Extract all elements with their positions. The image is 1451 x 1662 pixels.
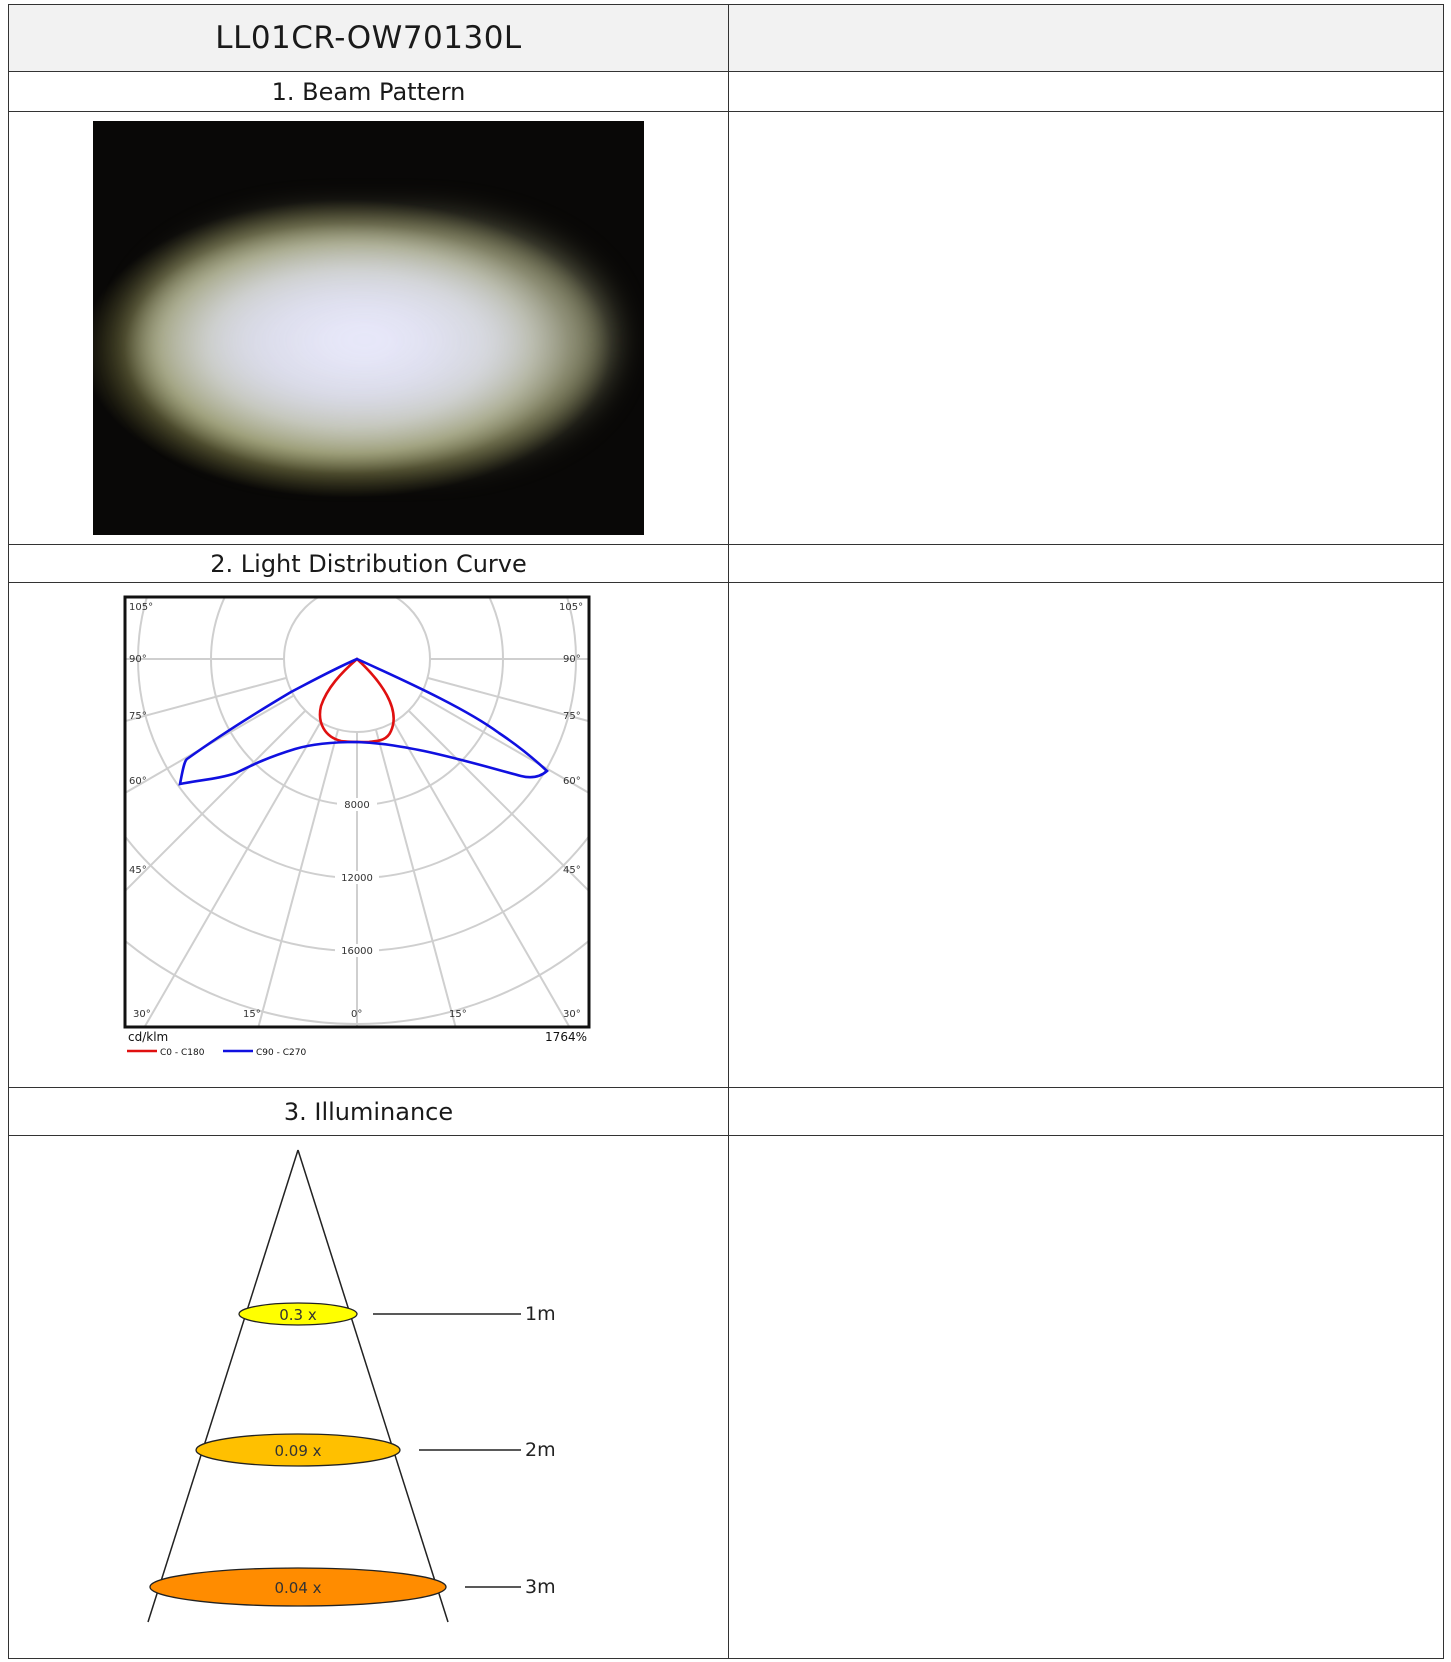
right-empty-cell (728, 111, 1444, 545)
radial-tick-label: 12000 (341, 873, 373, 884)
cone-edge-right (297, 1149, 449, 1623)
model-title-cell: LL01CR-OW70130L (8, 4, 729, 72)
angle-label-right: 105° (559, 602, 583, 613)
grid-spoke (374, 729, 457, 1027)
grid-spoke (419, 694, 589, 795)
angle-label-right: 45° (563, 865, 581, 876)
beam-pattern-image (93, 121, 644, 535)
illuminance-disc-3m (149, 1567, 447, 1607)
grid-ring (124, 834, 589, 952)
distribution-curve-cell: 105° 90° 75° 60° 45° 30° 15° 0° 15° 30° … (8, 582, 729, 1088)
legend-label-c0-c180: C0 - C180 (160, 1048, 205, 1058)
distribution-heading-cell: 2. Light Distribution Curve (8, 544, 729, 583)
right-empty-cell (728, 582, 1444, 1088)
angle-label-left: 75° (129, 711, 147, 722)
illuminance-value-1m: 0.3 x (279, 1306, 317, 1324)
grid-spoke (124, 676, 287, 723)
distribution-heading: 2. Light Distribution Curve (210, 549, 527, 578)
grid-spoke (256, 729, 339, 1027)
radial-tick-label: 8000 (344, 800, 369, 811)
distance-label-1m: 1m (525, 1303, 556, 1325)
beam-pattern-heading-cell: 1. Beam Pattern (8, 71, 729, 112)
grid-ring (282, 597, 431, 733)
illuminance-cell: 0.3 x 1m 0.09 x 2m 0.04 x 3m (8, 1135, 729, 1659)
right-empty-cell (728, 71, 1444, 112)
unit-label: cd/klm (128, 1030, 168, 1044)
spec-table: LL01CR-OW70130L 1. Beam Pattern 2. Light… (8, 4, 1444, 1659)
grid-spoke (392, 721, 571, 1027)
beam-light-spot (137, 220, 611, 461)
radial-tick-label: 16000 (341, 946, 373, 957)
angle-label-left: 90° (129, 654, 147, 665)
grid-spokes (124, 658, 589, 1027)
beam-pattern-heading: 1. Beam Pattern (271, 77, 466, 106)
angle-label-right: 60° (563, 776, 581, 787)
angle-label-right: 90° (563, 654, 581, 665)
series-c90-c270-curve (177, 657, 549, 786)
illuminance-disc-2m (195, 1433, 401, 1467)
chart-frame (123, 595, 590, 1029)
illuminance-heading-cell: 3. Illuminance (8, 1087, 729, 1136)
grid-spoke (142, 721, 321, 1027)
angle-label-right: 30° (563, 1009, 581, 1020)
tick-label-bg (336, 798, 377, 811)
legend-label-c90-c270: C90 - C270 (256, 1048, 306, 1058)
angle-label-right: 75° (563, 711, 581, 722)
spec-sheet: LL01CR-OW70130L 1. Beam Pattern 2. Light… (8, 4, 1444, 1659)
radial-tick-labels: 8000 12000 16000 (334, 798, 379, 957)
tick-label-bg (334, 944, 379, 957)
right-empty-cell (728, 544, 1444, 583)
illuminance-disc-1m (238, 1302, 358, 1326)
right-title-cell (728, 4, 1444, 72)
right-empty-cell (728, 1087, 1444, 1136)
illuminance-value-3m: 0.04 x (274, 1579, 321, 1597)
distance-label-3m: 3m (525, 1576, 556, 1598)
beam-pattern-cell (8, 111, 729, 545)
efficiency-label: 1764% (545, 1030, 587, 1044)
tick-label-bg (334, 871, 379, 884)
angle-label-bottom: 0° (351, 1009, 362, 1020)
polar-chart-svg: 105° 90° 75° 60° 45° 30° 15° 0° 15° 30° … (123, 595, 590, 1058)
grid-spoke (407, 709, 589, 893)
polar-chart: 105° 90° 75° 60° 45° 30° 15° 0° 15° 30° … (119, 591, 619, 1079)
angle-label-left: 15° (243, 1009, 261, 1020)
grid-spoke (124, 694, 294, 795)
distance-label-2m: 2m (525, 1439, 556, 1461)
cone-edge-left (147, 1149, 299, 1623)
illuminance-heading: 3. Illuminance (283, 1097, 454, 1126)
angle-label-left: 105° (129, 602, 153, 613)
right-empty-cell (728, 1135, 1444, 1659)
angle-labels: 105° 90° 75° 60° 45° 30° 15° 0° 15° 30° … (129, 602, 583, 1020)
illuminance-value-2m: 0.09 x (274, 1442, 321, 1460)
angle-label-right: 15° (449, 1009, 467, 1020)
illuminance-diagram: 0.3 x 1m 0.09 x 2m 0.04 x 3m (9, 1136, 728, 1658)
illuminance-cone-svg: 0.3 x 1m 0.09 x 2m 0.04 x 3m (147, 1149, 556, 1623)
model-title: LL01CR-OW70130L (215, 20, 522, 56)
angle-label-left: 45° (129, 865, 147, 876)
grid-spoke (124, 709, 306, 893)
angle-label-left: 60° (129, 776, 147, 787)
angle-label-left: 30° (133, 1009, 151, 1020)
grid-spoke (426, 676, 589, 723)
